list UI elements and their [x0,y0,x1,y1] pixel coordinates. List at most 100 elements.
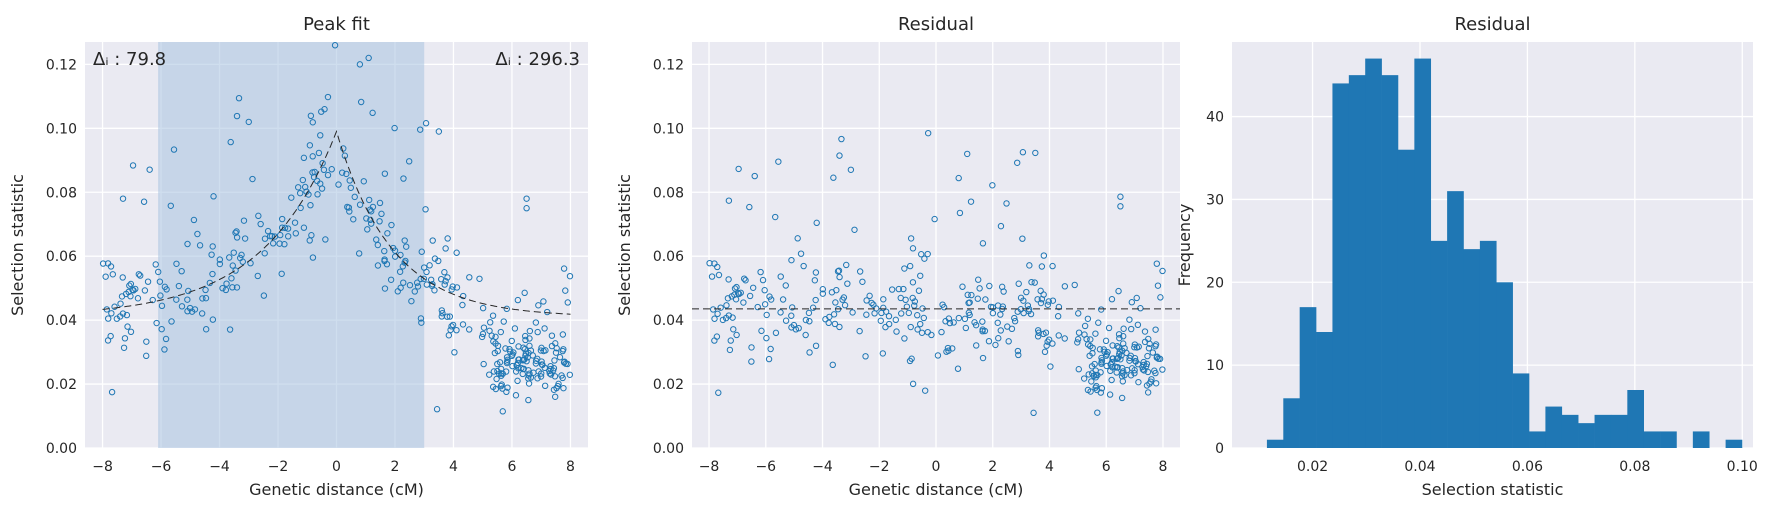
data-point [836,273,843,281]
data-point [365,54,372,62]
data-point [364,226,371,233]
data-point [982,296,989,303]
data-point [478,333,486,341]
y-tick-label: 0.10 [653,121,684,137]
data-point [227,138,234,146]
data-point [233,112,241,120]
data-point [338,169,346,176]
data-point [202,294,210,302]
data-point [1117,193,1124,200]
data-point [729,314,736,321]
histogram-bar [1266,439,1284,448]
data-point [551,357,558,364]
data-point [1135,378,1142,386]
data-point [113,315,121,322]
data-point [962,324,970,332]
data-point [538,358,545,365]
data-point [493,375,500,383]
data-point [1123,349,1130,357]
data-point [866,292,873,300]
data-point [733,331,740,339]
data-point [235,94,243,102]
data-point [104,337,112,344]
data-point [862,353,869,360]
data-point [232,267,239,274]
data-point [503,305,510,313]
data-point [306,142,314,149]
histogram-bar [1643,431,1661,448]
data-point [964,291,971,299]
data-point [1031,279,1038,286]
data-point [444,235,451,242]
data-point [1080,375,1088,382]
data-point [351,193,358,201]
data-point [411,288,418,295]
data-point [228,275,235,282]
data-point [1108,296,1116,303]
histogram-bar [1316,332,1333,448]
data-point [995,335,1002,342]
data-point [111,303,118,310]
data-point [909,380,917,388]
data-point [480,360,487,368]
data-point [1014,347,1022,355]
data-point [233,228,240,235]
data-point [278,224,286,231]
data-point [1108,376,1115,384]
data-point [129,162,137,169]
data-point [489,312,497,319]
data-point [158,302,166,310]
data-point [229,262,236,269]
data-point [209,270,216,278]
data-point [209,316,217,323]
data-point [1044,301,1051,308]
data-point [711,260,718,267]
data-point [1030,409,1037,417]
data-point [315,149,323,157]
data-point [238,251,245,259]
data-point [537,373,545,380]
data-point [308,232,315,239]
data-point [1152,343,1159,350]
data-point [788,256,795,264]
data-point [920,314,928,322]
data-point [1116,334,1123,342]
data-point [782,317,790,324]
x-tick-label: 0 [932,459,941,475]
data-point [1152,380,1160,387]
data-point [383,260,391,268]
y-axis-label: Frequency [1175,204,1194,287]
data-point [782,282,789,289]
data-point [1032,149,1039,157]
data-point [522,350,530,357]
x-tick-label: −8 [92,459,113,475]
data-point [1023,288,1030,296]
data-point [132,285,139,293]
data-point [1131,367,1138,374]
data-point [508,337,515,345]
data-point [300,224,308,231]
data-point [127,328,135,336]
y-tick-label: 0 [1215,441,1224,457]
data-point [130,287,137,294]
data-point [863,297,870,304]
data-point [917,251,925,258]
data-point [288,194,295,201]
data-point [955,174,962,182]
data-point [1035,329,1042,336]
annotation-left: Δᵢ : 79.8 [93,49,166,70]
data-point [975,276,982,283]
data-point [1119,370,1126,377]
data-point [761,301,769,308]
data-point [541,382,549,390]
data-point [486,327,493,334]
data-point [1144,368,1152,376]
data-point [979,240,987,247]
data-point [261,250,268,257]
histogram-bar [1463,249,1481,448]
data-point [1139,363,1146,371]
x-tick-label: −2 [268,459,289,475]
data-point [249,175,256,183]
data-point [307,201,314,209]
residual-histogram-panel: 0.02 0.04 0.06 0.08 0.10 0 10 20 30 40 Residual Sel… [1175,14,1758,499]
